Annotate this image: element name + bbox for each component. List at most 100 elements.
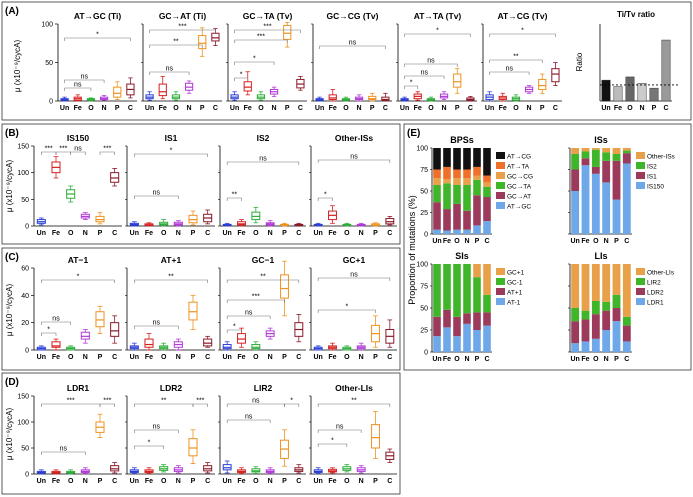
- sig-label: *: [436, 28, 439, 35]
- segment-IS1: [581, 158, 590, 166]
- bar-P: [649, 87, 659, 102]
- x-tick-label: Un: [315, 105, 324, 112]
- sig-label: ***: [45, 146, 53, 153]
- x-tick-label: O: [343, 105, 349, 112]
- chart-A4: GC→CG (Tv) Un Fe O N P Cns: [311, 11, 392, 112]
- segment-LIR2: [571, 308, 580, 322]
- x-tick-label: Fe: [614, 105, 622, 112]
- y-tick-label: 75: [420, 167, 428, 174]
- sig-bracket: [489, 33, 556, 37]
- y-tick-label: 0: [25, 472, 29, 479]
- chart-E3: SIs 0 25 50 75 100 Un Fe O N P C GC+1 GC-1 AT+1 AT-1: [416, 251, 524, 363]
- x-tick-label: Fe: [443, 238, 451, 245]
- x-tick-label: N: [176, 478, 181, 485]
- box-C: [110, 322, 120, 337]
- chart-E1: BPSs 0 25 50 75 100 Un Fe O N P C AT→CG AT→TA GC→CG GC→…: [416, 135, 533, 245]
- chart-title: LIR2: [254, 383, 273, 393]
- sig-label: *: [47, 327, 50, 334]
- sig-label: ns: [427, 58, 435, 65]
- chart-title: GC→AT (Ti): [159, 11, 207, 21]
- bar-N: [637, 83, 647, 102]
- sig-label: *: [410, 80, 413, 87]
- legend-swatch: [496, 298, 505, 305]
- chart-title: LIs: [594, 251, 607, 261]
- segment-AT-1: [443, 327, 451, 352]
- chart-title: GC→CG (Tv): [327, 11, 379, 21]
- segment-Other-ISs: [581, 148, 590, 152]
- box-O: [251, 344, 261, 350]
- box-Fe: [51, 341, 61, 348]
- sig-label: ns: [52, 316, 60, 323]
- sig-label: ns: [153, 424, 161, 431]
- legend-label: GC→TA: [507, 184, 532, 191]
- sig-label: ***: [263, 24, 271, 31]
- x-tick-label: O: [161, 230, 167, 237]
- chart-title: Other-LIs: [335, 383, 373, 393]
- y-tick-label: 100: [41, 22, 53, 29]
- sig-label: ns: [74, 82, 82, 89]
- x-tick-label: Fe: [329, 105, 337, 112]
- sig-bracket: [404, 33, 471, 37]
- segment-AT→GC: [473, 225, 481, 234]
- x-tick-label: P: [373, 230, 378, 237]
- sig-bracket: [41, 279, 115, 283]
- segment-GC→CG: [433, 178, 441, 185]
- segment-GC→CG: [443, 178, 451, 184]
- box-Fe: [144, 338, 154, 348]
- x-tick-label: Un: [222, 230, 231, 237]
- box-P: [95, 311, 105, 328]
- segment-AT→CG: [433, 148, 441, 170]
- x-tick-label: Un: [432, 238, 441, 245]
- sig-label: ns: [421, 70, 429, 77]
- sig-bracket: [134, 325, 179, 329]
- x-tick-label: P: [614, 356, 619, 363]
- y-tick-label: 150: [17, 144, 29, 151]
- segment-AT→GC: [443, 230, 451, 234]
- segment-GC→TA: [453, 184, 461, 204]
- segment-LDR2: [602, 310, 611, 330]
- sig-label: *: [324, 192, 327, 199]
- x-tick-label: P: [98, 354, 103, 361]
- segment-GC→CG: [483, 182, 491, 187]
- x-tick-label: C: [296, 230, 301, 237]
- x-tick-label: Un: [485, 105, 494, 112]
- x-tick-label: N: [604, 356, 609, 363]
- segment-Other-ISs: [602, 148, 611, 153]
- x-tick-label: P: [200, 105, 205, 112]
- sig-bracket: [226, 197, 242, 201]
- segment-AT+1: [473, 312, 481, 330]
- sig-label: ns: [350, 154, 358, 161]
- segment-AT→TA: [433, 169, 441, 179]
- box-Un: [222, 344, 232, 350]
- segment-LDR1: [581, 341, 590, 352]
- sig-bracket: [234, 39, 288, 43]
- box-C: [381, 96, 390, 101]
- x-tick-label: C: [112, 478, 117, 485]
- y-axis-label: μ (x10⁻⁹/cycA): [5, 284, 14, 337]
- sig-bracket: [317, 443, 348, 447]
- sig-bracket: [317, 159, 391, 163]
- sig-label: *: [233, 324, 236, 331]
- titv-title: Ti/Tv ratio: [617, 10, 655, 19]
- chart-E2: ISs Un Fe O N P C Other-ISs IS2 IS1 IS150: [568, 135, 676, 245]
- x-tick-label: Un: [222, 354, 231, 361]
- x-tick-label: P: [373, 354, 378, 361]
- x-tick-label: N: [268, 478, 273, 485]
- segment-GC→AT: [463, 210, 471, 230]
- sig-label: ns: [60, 446, 68, 453]
- sig-label: ***: [103, 398, 111, 405]
- bar-O: [625, 76, 635, 102]
- legend-swatch: [496, 192, 505, 199]
- box-Fe: [158, 83, 167, 97]
- segment-GC+1: [473, 264, 481, 278]
- segment-LIR2: [622, 316, 631, 326]
- x-tick-label: O: [344, 478, 350, 485]
- x-tick-label: C: [128, 105, 133, 112]
- x-tick-label: N: [187, 105, 192, 112]
- sig-label: ns: [349, 40, 357, 47]
- x-tick-label: O: [344, 230, 350, 237]
- x-tick-label: N: [272, 105, 277, 112]
- segment-IS150: [602, 182, 611, 234]
- x-tick-label: O: [593, 356, 599, 363]
- sig-bracket: [234, 29, 301, 33]
